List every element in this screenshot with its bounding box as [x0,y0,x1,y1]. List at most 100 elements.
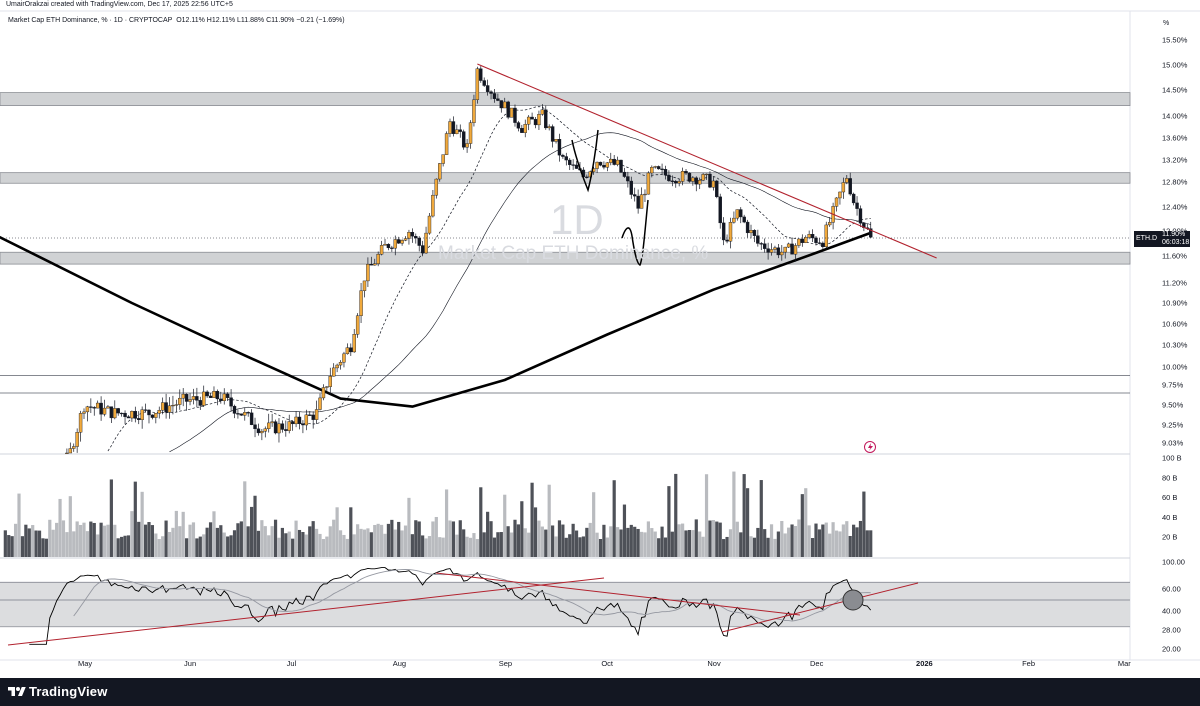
price-tick-label: 13.20% [1162,156,1188,165]
chart-credit: UmairOrakzai created with TradingView.co… [6,1,233,8]
candle-body [691,177,695,182]
volume-bar [174,510,178,557]
freehand-drawings [571,129,649,266]
price-axis[interactable]: 15.50% 15.00% 14.50% 14.00% 13.60% 13.20% 12.8… [1162,36,1188,448]
volume-bar [164,520,168,557]
candle-body [745,221,750,234]
candle-body [643,193,647,196]
price-tick-label: 9.75% [1162,381,1184,390]
candle-body [636,195,640,209]
candle-body [82,411,86,414]
candle-body [68,448,73,454]
candle-body [400,240,404,244]
volume-bar [34,530,38,557]
candle-body [622,171,627,177]
candle-body [301,423,305,426]
volume-bar [421,535,425,557]
candle-body [557,139,562,156]
volume-bar [571,523,575,557]
candle-body [338,362,343,366]
candle-body [701,174,705,181]
candle-body [728,222,733,242]
volume-bar [431,521,435,557]
candle-body [561,154,565,157]
volume-bar [742,474,746,557]
candle-body [308,414,312,416]
volume-bar [318,533,322,557]
price-tick-label: 10.00% [1162,363,1188,372]
candle-body [89,406,93,408]
candle-body [817,242,822,244]
candle-body [270,421,274,424]
volume-bar [824,522,828,557]
volume-bar [427,536,432,557]
time-axis[interactable]: May Jun Jul Aug Sep Oct Nov Dec 2026 Feb Mar [78,659,1131,668]
volume-tick-label: 80 B [1162,473,1177,482]
volume-bar [157,539,161,557]
volume-bar [417,521,421,557]
volume-bar [250,506,254,557]
candle-body [424,232,428,254]
volume-bar [869,530,873,557]
candle-body [373,263,377,266]
volume-bar [646,521,650,557]
candle-body [171,404,175,407]
candle-body [427,215,432,234]
volume-bar [585,527,589,557]
volume-bar [711,520,715,557]
candle-body [520,128,524,133]
candle-body [345,347,350,355]
sr-zone [0,92,1131,106]
candle-body [167,405,172,413]
price-tick-label: 10.60% [1162,320,1188,329]
candle-body [786,243,791,248]
volume-bar [763,529,767,557]
price-tag-value: 11.90% [1162,231,1186,238]
candle-body [174,404,179,406]
last-price-tag: ETH.D 11.90% 06:03:18 [1134,231,1190,247]
price-tick-label: 14.50% [1162,86,1188,95]
volume-bar [205,527,209,557]
candle-body [314,409,319,420]
symbol-legend[interactable]: Market Cap ETH Dominance, % · 1D · CRYPT… [8,17,345,24]
price-tick-label: 13.60% [1162,134,1188,143]
candle-body [547,126,551,129]
watermark-name: Market Cap ETH Dominance, % [438,243,709,264]
volume-bar [109,479,113,557]
volume-bar [670,531,674,557]
volume-bar [280,527,284,557]
volume-bar [301,531,305,557]
candle-body [769,249,774,253]
volume-bar [698,531,702,557]
candle-body [721,222,726,241]
candle-body [164,402,168,413]
candle-body [85,406,90,413]
rsi-tick-label: 40.00 [1162,607,1181,616]
candle-body [133,411,138,419]
downtrend-line[interactable] [477,63,937,259]
horizontal-lines [0,375,1130,394]
volume-bar [366,528,370,557]
volume-bar [520,501,524,557]
candle-body [318,397,322,410]
rsi-trendline-down [435,572,801,616]
candle-body [639,194,644,209]
volume-bar [51,529,55,557]
volume-bar [212,511,216,557]
candle-body [841,182,846,193]
volume-bar [633,526,637,557]
candle-body [311,414,315,420]
rsi-panel [0,567,1130,646]
candle-body [790,243,794,255]
rsi-axis: 100.00 60.00 40.00 28.00 20.00 [1162,558,1185,654]
volume-bar [783,533,787,557]
volume-bar [143,524,148,557]
candle-body [780,251,784,256]
candle-body [766,248,770,253]
candle-body [191,396,196,400]
candle-body [824,224,828,248]
candle-body [215,391,220,400]
volume-bar [804,488,808,557]
chart-canvas[interactable]: 15.50% 15.00% 14.50% 14.00% 13.60% 13.20% 12.8… [0,0,1200,678]
volume-bar [414,520,418,557]
